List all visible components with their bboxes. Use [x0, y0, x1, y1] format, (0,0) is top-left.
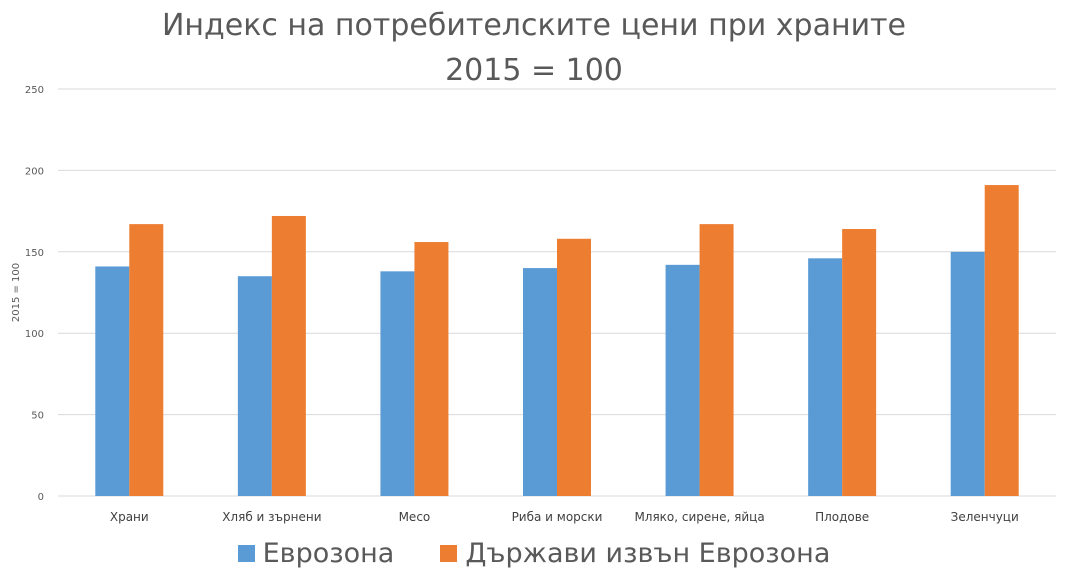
- legend-swatch-eurozone: [237, 545, 255, 562]
- x-tick-label: Хляб и зърнени: [222, 510, 321, 524]
- bar-eurozone: [950, 251, 985, 496]
- bar-non-eurozone: [129, 224, 164, 496]
- x-tick-label: Мляко, сирене, яйца: [634, 510, 764, 524]
- y-axis-title: 2015 = 100: [11, 263, 22, 322]
- legend-label-non-eurozone: Държави извън Еврозона: [465, 538, 831, 569]
- legend-label-eurozone: Еврозона: [262, 538, 395, 569]
- y-tick-label: 0: [38, 492, 44, 503]
- bar-non-eurozone: [557, 238, 591, 496]
- chart-title: Индекс на потребителските цени при храни…: [161, 8, 906, 43]
- legend: Еврозона Държави извън Еврозона: [0, 538, 1068, 569]
- bar-non-eurozone: [984, 185, 1019, 496]
- x-tick-label: Месо: [399, 510, 431, 524]
- bar-non-eurozone: [414, 242, 449, 496]
- bar-eurozone: [95, 266, 130, 496]
- x-tick-label: Храни: [110, 510, 149, 524]
- bar-non-eurozone: [699, 224, 734, 496]
- bar-eurozone: [523, 268, 557, 496]
- bar-eurozone: [808, 258, 843, 496]
- chart-subtitle: 2015 = 100: [445, 53, 623, 88]
- x-tick-label: Зеленчуци: [951, 510, 1019, 524]
- legend-item-eurozone: Еврозона: [237, 538, 395, 569]
- x-tick-label: Риба и морски: [512, 510, 603, 524]
- legend-item-non-eurozone: Държави извън Еврозона: [440, 538, 830, 569]
- bar-eurozone: [380, 271, 415, 496]
- bar-non-eurozone: [271, 215, 306, 496]
- y-tick-label: 150: [25, 248, 44, 259]
- x-tick-label: Плодове: [815, 510, 869, 524]
- y-tick-label: 100: [25, 329, 44, 340]
- bar-eurozone: [237, 276, 272, 496]
- bar-non-eurozone: [842, 229, 877, 496]
- y-tick-label: 200: [25, 166, 44, 177]
- y-tick-label: 250: [25, 85, 44, 96]
- y-tick-label: 50: [31, 411, 44, 422]
- legend-swatch-non-eurozone: [440, 545, 458, 562]
- bar-eurozone: [665, 264, 700, 496]
